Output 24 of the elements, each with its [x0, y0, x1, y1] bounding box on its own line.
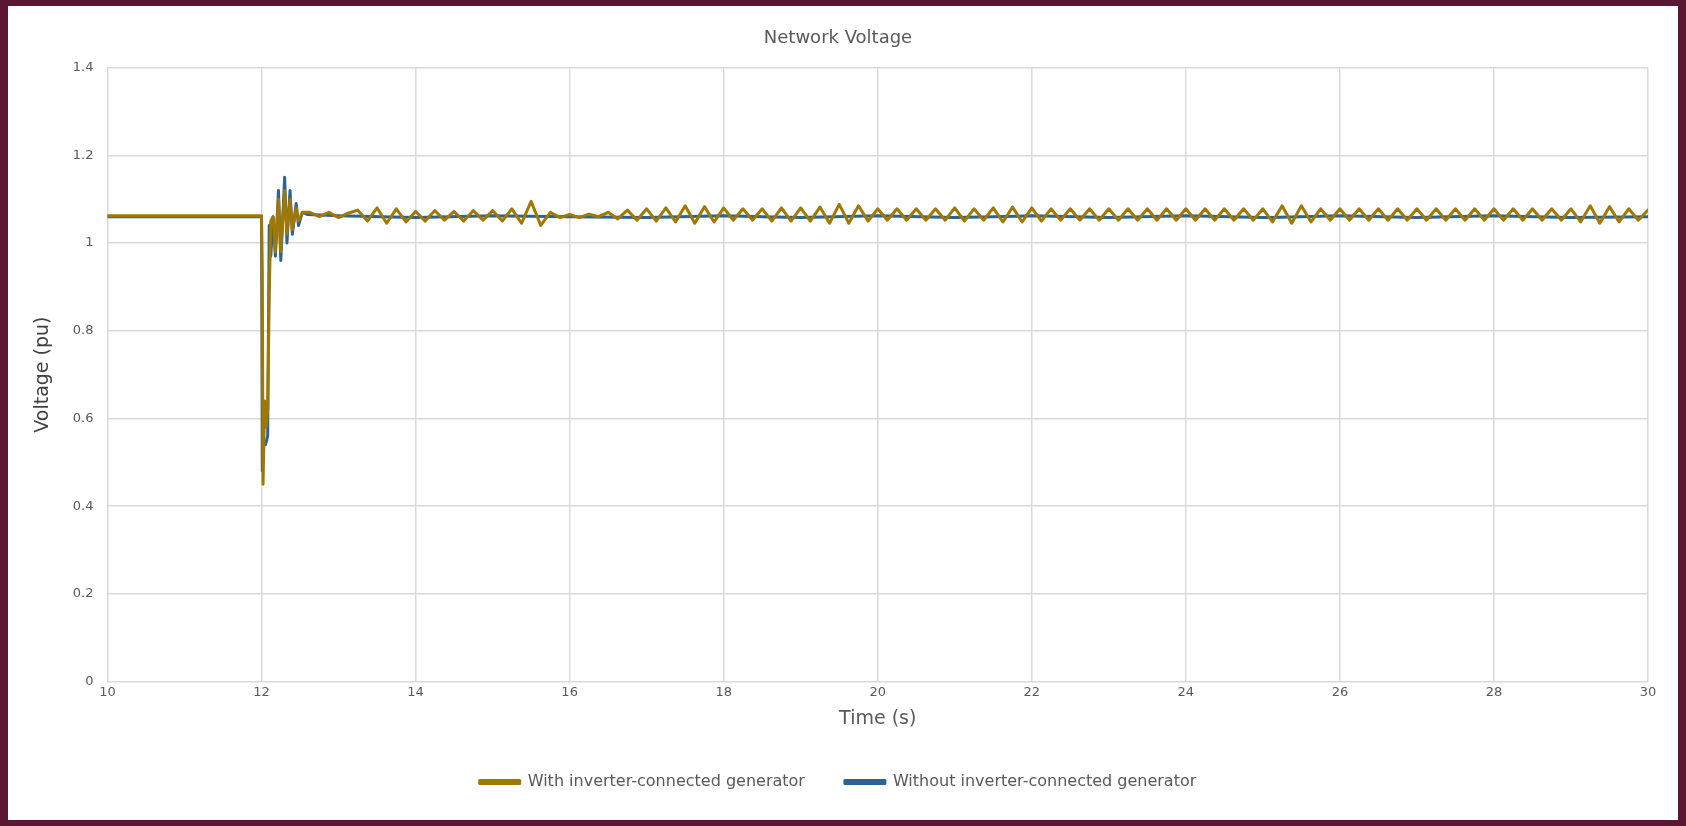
legend-label: Without inverter-connected generator — [892, 771, 1197, 791]
y-tick-label: 1.2 — [72, 146, 94, 162]
x-tick-label: 14 — [407, 683, 424, 699]
y-tick-label: 0.8 — [72, 322, 94, 338]
y-tick-label: 0.6 — [72, 409, 94, 425]
y-tick-label: 1 — [85, 234, 94, 250]
y-tick-label: 0 — [85, 672, 94, 688]
x-tick-label: 28 — [1485, 683, 1503, 699]
y-tick-label: 1.4 — [72, 58, 94, 74]
x-tick-label: 12 — [253, 683, 270, 699]
x-tick-label: 26 — [1331, 683, 1349, 699]
x-tick-label: 30 — [1639, 683, 1657, 699]
x-tick-label: 10 — [99, 683, 116, 699]
x-tick-label: 20 — [869, 683, 887, 699]
y-tick-label: 0.2 — [72, 585, 94, 601]
y-axis-title: Voltage (pu) — [30, 316, 53, 433]
x-tick-label: 16 — [561, 683, 578, 699]
chart-title: Network Voltage — [763, 26, 913, 48]
x-tick-label: 18 — [715, 683, 732, 699]
x-tick-label: 22 — [1023, 683, 1041, 699]
x-axis-title: Time (s) — [838, 705, 917, 728]
legend-label: With inverter-connected generator — [527, 771, 806, 791]
y-tick-label: 0.4 — [72, 497, 94, 513]
x-tick-label: 24 — [1177, 683, 1195, 699]
